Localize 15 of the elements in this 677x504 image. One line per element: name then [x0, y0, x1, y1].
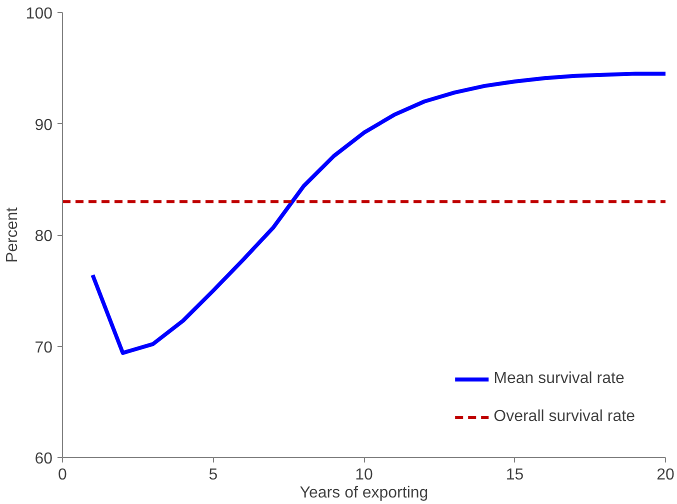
y-tick-label: 60 — [34, 450, 53, 468]
x-tick-label: 0 — [58, 466, 68, 484]
legend-label: Overall survival rate — [494, 408, 635, 426]
x-axis-title: Years of exporting — [300, 484, 428, 502]
x-tick-label: 15 — [506, 466, 524, 484]
y-axis-title: Percent — [4, 206, 21, 263]
y-tick-label: 100 — [26, 6, 53, 22]
line-series — [90, 72, 666, 355]
x-tick-label: 5 — [208, 466, 218, 484]
y-tick-label: 70 — [34, 339, 53, 356]
legend-label: Mean survival rate — [494, 370, 624, 388]
x-tick-label: 10 — [355, 466, 373, 484]
y-tick-label: 90 — [34, 116, 53, 134]
y-tick-label: 80 — [34, 228, 53, 245]
x-tick-label: 20 — [656, 466, 674, 484]
